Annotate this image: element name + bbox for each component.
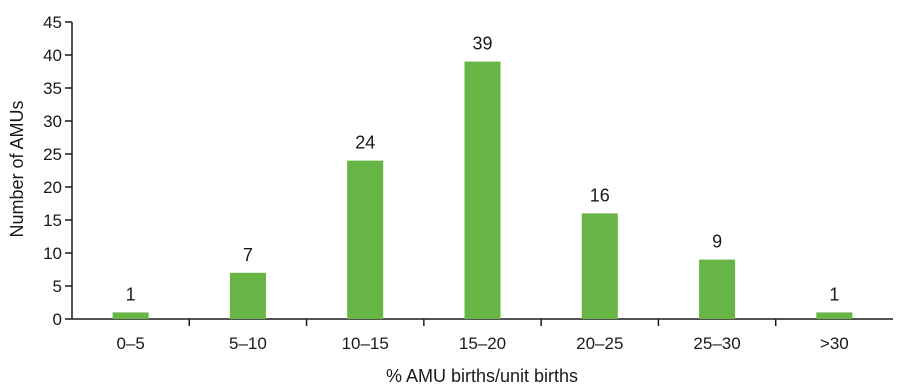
bar: [816, 312, 853, 319]
bar-value-label: 16: [590, 185, 610, 205]
x-tick-label: 5–10: [229, 334, 267, 353]
bar: [229, 272, 266, 319]
x-tick-label: 10–15: [342, 334, 389, 353]
y-axis-ticks: 0 5 10 15 20 25 30 35 40 45: [43, 13, 72, 329]
x-tick-label: 15–20: [459, 334, 506, 353]
bar: [581, 213, 618, 319]
bar-value-label: 24: [355, 133, 375, 153]
data-labels: 1 7 24 39 16 9 1: [126, 34, 840, 305]
x-axis-title: % AMU births/unit births: [386, 366, 578, 386]
bar-value-label: 39: [472, 34, 492, 54]
y-tick-label: 30: [43, 112, 62, 131]
bar-value-label: 1: [829, 284, 839, 304]
y-axis-title: Number of AMUs: [7, 100, 27, 237]
x-tick-label: 0–5: [116, 334, 144, 353]
bar-value-label: 9: [712, 232, 722, 252]
y-tick-label: 15: [43, 211, 62, 230]
y-tick-label: 5: [53, 277, 62, 296]
y-tick-label: 20: [43, 178, 62, 197]
x-tick-label: 25–30: [693, 334, 740, 353]
x-tick-label: 20–25: [576, 334, 623, 353]
y-tick-label: 0: [53, 310, 62, 329]
bar: [699, 259, 736, 319]
bar: [347, 160, 384, 319]
bar-value-label: 1: [126, 284, 136, 304]
y-tick-label: 10: [43, 244, 62, 263]
bar: [464, 61, 501, 319]
y-tick-label: 35: [43, 79, 62, 98]
bar-value-label: 7: [243, 245, 253, 265]
x-tick-label: >30: [820, 334, 849, 353]
y-tick-label: 40: [43, 46, 62, 65]
bar: [112, 312, 149, 319]
x-axis-ticks: 0–5 5–10 10–15 15–20 20–25 25–30 >30: [116, 319, 849, 353]
bar-series: [112, 61, 853, 319]
y-tick-label: 45: [43, 13, 62, 32]
y-tick-label: 25: [43, 145, 62, 164]
